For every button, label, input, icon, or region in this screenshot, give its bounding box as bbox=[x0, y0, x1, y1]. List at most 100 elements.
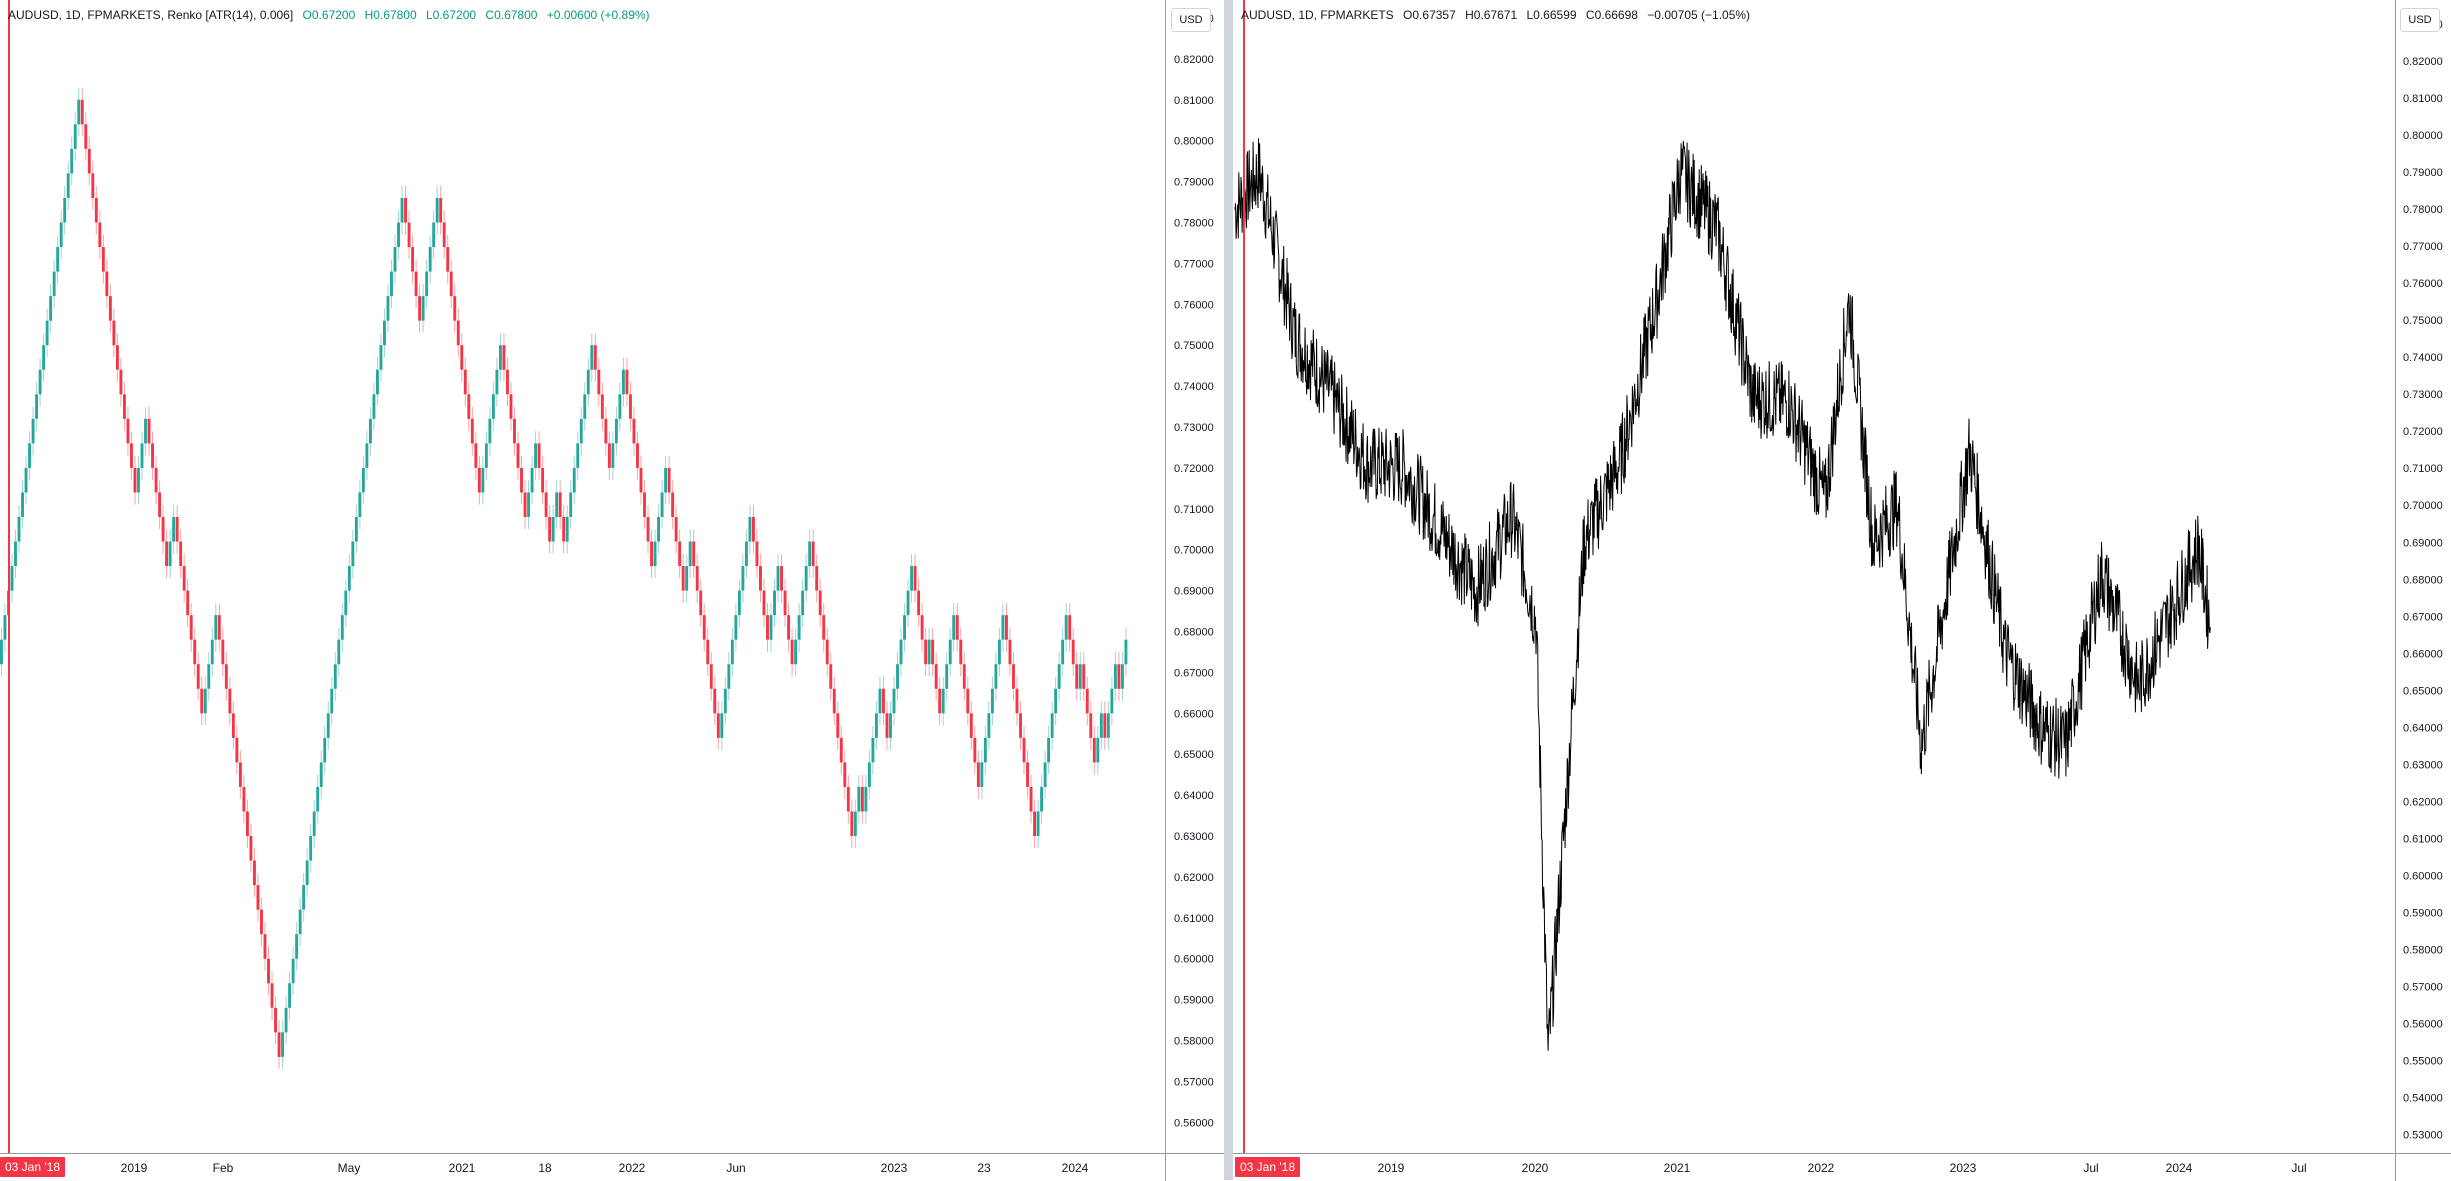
renko-brick bbox=[63, 197, 67, 223]
price-tick-label: 0.76000 bbox=[2403, 278, 2443, 290]
time-tick-label: Jul bbox=[2083, 1161, 2098, 1175]
renko-brick bbox=[551, 516, 555, 542]
price-tick-label: 0.62000 bbox=[1174, 872, 1214, 884]
renko-brick bbox=[639, 467, 643, 493]
renko-brick bbox=[1061, 639, 1065, 665]
renko-brick bbox=[316, 786, 320, 812]
line-close-value: C0.66698 bbox=[1585, 8, 1638, 22]
renko-brick bbox=[281, 1032, 285, 1057]
price-tick-label: 0.79000 bbox=[1174, 177, 1214, 189]
price-tick-label: 0.80000 bbox=[2403, 130, 2443, 142]
time-tick-label: 2022 bbox=[619, 1161, 646, 1175]
renko-brick bbox=[1015, 688, 1019, 714]
renko-brick bbox=[1113, 664, 1117, 689]
renko-brick bbox=[748, 516, 752, 542]
price-tick-label: 0.73000 bbox=[2403, 389, 2443, 401]
renko-brick bbox=[17, 516, 21, 542]
renko-brick bbox=[365, 443, 369, 468]
renko-brick bbox=[168, 541, 172, 567]
renko-brick bbox=[959, 639, 963, 665]
price-tick-label: 0.63000 bbox=[1174, 831, 1214, 843]
price-tick-label: 0.61000 bbox=[2403, 833, 2443, 845]
price-tick-label: 0.69000 bbox=[1174, 586, 1214, 598]
renko-brick bbox=[882, 688, 885, 714]
renko-brick bbox=[337, 639, 341, 665]
time-tick-label: 23 bbox=[977, 1161, 991, 1175]
renko-brick bbox=[460, 345, 464, 370]
renko-price-axis[interactable]: 0.830000.820000.810000.800000.790000.780… bbox=[1165, 0, 1225, 1153]
renko-brick bbox=[256, 885, 260, 910]
line-change-value: −0.00705 (−1.05%) bbox=[1647, 8, 1751, 22]
renko-brick bbox=[1096, 737, 1100, 763]
line-currency-badge[interactable]: USD bbox=[2400, 8, 2440, 32]
renko-chart-pane[interactable]: AUDUSD, 1D, FPMARKETS, Renko [ATR(14), 0… bbox=[0, 0, 1225, 1181]
renko-brick bbox=[801, 590, 805, 616]
renko-brick bbox=[470, 418, 474, 444]
time-tick-label: 2023 bbox=[881, 1161, 908, 1175]
price-tick-label: 0.76000 bbox=[1174, 299, 1214, 311]
pane-divider[interactable] bbox=[1224, 0, 1233, 1180]
renko-brick bbox=[158, 492, 162, 517]
renko-brick bbox=[607, 443, 611, 468]
renko-brick bbox=[319, 762, 323, 787]
renko-brick bbox=[1012, 664, 1015, 689]
renko-brick bbox=[657, 516, 661, 542]
renko-brick bbox=[969, 713, 973, 738]
renko-brick bbox=[270, 983, 274, 1008]
line-time-axis[interactable]: 2019 2020 2021 2022 2023 Jul 2024 Jul bbox=[1233, 1153, 2395, 1181]
renko-brick bbox=[874, 713, 878, 738]
renko-brick bbox=[699, 590, 703, 616]
renko-plot-area[interactable] bbox=[0, 0, 1165, 1153]
line-low-value: L0.66599 bbox=[1526, 8, 1577, 22]
renko-currency-badge[interactable]: USD bbox=[1171, 8, 1211, 32]
renko-brick bbox=[1054, 688, 1058, 714]
renko-brick bbox=[376, 369, 379, 395]
renko-brick bbox=[572, 467, 576, 493]
renko-brick bbox=[818, 590, 822, 616]
renko-brick bbox=[931, 639, 935, 665]
renko-brick bbox=[284, 1007, 288, 1033]
price-tick-label: 0.81000 bbox=[1174, 95, 1214, 107]
renko-close-value: C0.67800 bbox=[485, 8, 538, 22]
renko-brick bbox=[411, 247, 415, 272]
renko-high-value: H0.67800 bbox=[364, 8, 417, 22]
renko-time-axis[interactable]: 2019 Feb May 2021 18 2022 Jun 2023 23 2024 bbox=[0, 1153, 1165, 1181]
renko-brick bbox=[267, 958, 270, 984]
renko-brick bbox=[565, 516, 569, 542]
renko-brick bbox=[172, 516, 176, 542]
renko-brick bbox=[762, 590, 766, 616]
renko-brick bbox=[3, 615, 7, 640]
price-tick-label: 0.66000 bbox=[1174, 708, 1214, 720]
renko-brick bbox=[137, 467, 140, 493]
renko-brick bbox=[966, 688, 970, 714]
renko-brick bbox=[238, 762, 242, 787]
renko-brick bbox=[333, 664, 337, 689]
line-chart-pane[interactable]: AUDUSD, 1D, FPMARKETS O0.67357 H0.67671 … bbox=[1233, 0, 2451, 1181]
price-tick-label: 0.73000 bbox=[1174, 422, 1214, 434]
renko-brick bbox=[73, 124, 77, 149]
renko-brick bbox=[945, 664, 949, 689]
line-price-axis[interactable]: 0.830000.820000.810000.800000.790000.780… bbox=[2395, 0, 2451, 1153]
renko-brick bbox=[674, 516, 678, 542]
price-tick-label: 0.82000 bbox=[1174, 54, 1214, 66]
renko-brick bbox=[576, 443, 580, 468]
renko-brick bbox=[309, 836, 313, 861]
renko-brick bbox=[1106, 713, 1110, 738]
renko-brick bbox=[917, 590, 921, 616]
renko-brick bbox=[1075, 664, 1079, 689]
line-plot-area[interactable] bbox=[1233, 0, 2395, 1153]
price-tick-label: 0.72000 bbox=[1174, 463, 1214, 475]
renko-brick bbox=[467, 394, 471, 419]
renko-brick bbox=[358, 492, 362, 517]
renko-brick bbox=[446, 247, 450, 272]
renko-brick bbox=[274, 1007, 277, 1033]
renko-brick bbox=[569, 492, 573, 517]
line-high-value: H0.67671 bbox=[1465, 8, 1518, 22]
renko-brick bbox=[846, 786, 850, 812]
renko-brick bbox=[144, 418, 147, 444]
renko-brick bbox=[397, 222, 400, 248]
renko-brick bbox=[867, 762, 871, 787]
renko-brick bbox=[347, 566, 351, 591]
renko-brick bbox=[790, 639, 794, 665]
renko-brick bbox=[678, 541, 682, 567]
